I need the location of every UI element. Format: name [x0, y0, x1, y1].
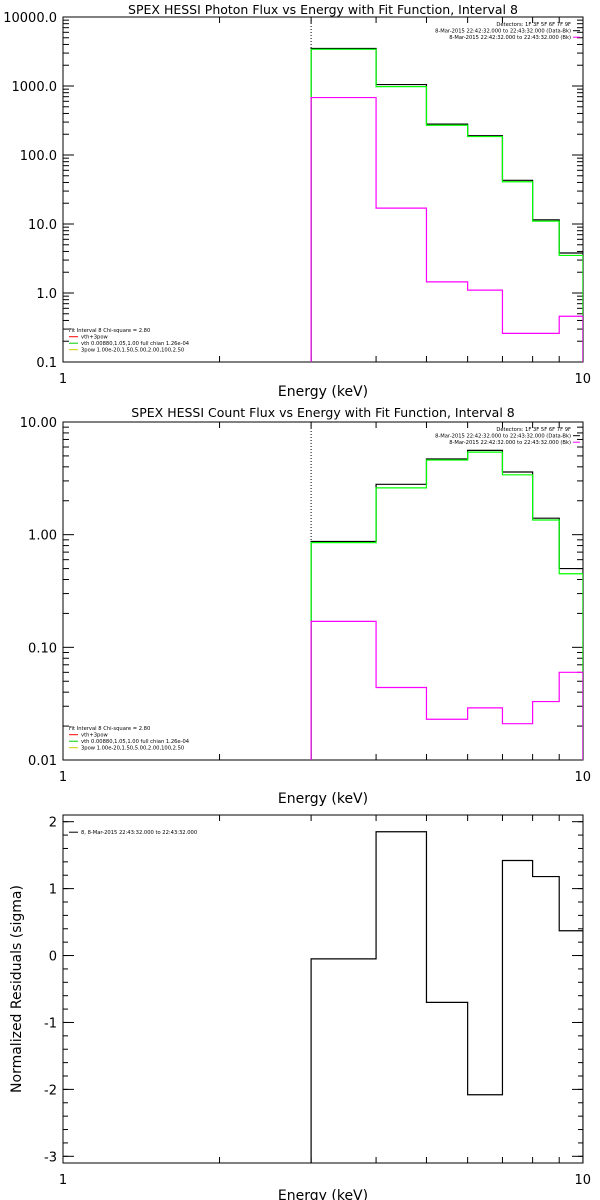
- y-tick-label: 10.0: [28, 218, 57, 233]
- plot-frame: [62, 16, 584, 363]
- panel-2: SPEX HESSI Count Flux vs Energy with Fit…: [20, 405, 591, 807]
- y-tick-label: 1.00: [28, 529, 57, 544]
- x-tick-label: 10: [574, 770, 591, 785]
- series-1-line: [310, 449, 583, 760]
- legend-left-text: Fit Interval 8 Chi-square = 2.80: [69, 726, 150, 732]
- x-tick-label: 1: [59, 1173, 67, 1188]
- legend-right-text: 8-Mar-2015 22:42:32.000 to 22:43:32.000 …: [435, 434, 571, 440]
- legend-left-text: Fit Interval 8 Chi-square = 2.80: [69, 328, 150, 334]
- y-tick-label: 0.10: [28, 641, 57, 656]
- x-axis-label: Energy (keV): [278, 791, 368, 807]
- legend-right-text: Detectors: 1F 3F 5F 6F 7F 9F: [496, 427, 571, 433]
- data-layer: [310, 831, 583, 1163]
- legend-left-text: vth 0.00880,1.05,1.00 full chian 1.26e-0…: [81, 341, 190, 347]
- x-tick-label: 10: [574, 372, 591, 387]
- series-3-line: [310, 620, 583, 760]
- chart-title: SPEX HESSI Photon Flux vs Energy with Fi…: [128, 2, 518, 17]
- panel-3: Energy (keV) Normalized Residuals (sigma)…: [9, 814, 591, 1200]
- y-tick-label: 1.0: [36, 287, 57, 302]
- legend-right-text: 8-Mar-2015 22:42:32.000 to 22:43:32.000 …: [449, 35, 571, 41]
- y-tick-label: 100.0: [20, 149, 57, 164]
- legend-left-text: vth+3pow: [81, 733, 109, 739]
- legend-left-text: vth 0.00880,1.05,1.00 full chian 1.26e-0…: [81, 739, 190, 745]
- legend-right-text: 8-Mar-2015 22:42:32.000 to 22:43:32.000 …: [449, 440, 571, 446]
- legend-left-text: vth+3pow: [81, 335, 109, 341]
- y-tick-label: 10.00: [20, 416, 57, 431]
- series-2-line: [310, 451, 583, 760]
- y-tick-label: 0: [49, 950, 57, 965]
- legend-left-text: 3pow 1.00e-20,1.50,5.00,2.00,100,2.50: [81, 348, 184, 354]
- legend-right-text: Detectors: 1F 3F 5F 6F 7F 9F: [496, 22, 571, 28]
- legend-right-text: 8-Mar-2015 22:42:32.000 to 22:43:32.000 …: [435, 29, 571, 35]
- legend-left-text: 3pow 1.00e-20,1.50,5.00,2.00,100,2.50: [81, 746, 184, 752]
- panel-1: SPEX HESSI Photon Flux vs Energy with Fi…: [3, 2, 591, 400]
- y-tick-label: -1: [44, 1016, 57, 1031]
- x-tick-label: 1: [59, 770, 67, 785]
- series-2-line: [310, 48, 583, 362]
- y-tick-label: 10000.0: [3, 11, 57, 26]
- series-3-line: [310, 96, 583, 362]
- chart-title: SPEX HESSI Count Flux vs Energy with Fit…: [131, 405, 514, 420]
- series-1-line: [310, 831, 583, 1163]
- x-axis-label: Energy (keV): [278, 384, 368, 400]
- y-tick-label: 2: [49, 816, 57, 831]
- x-axis-label: Energy (keV): [278, 1188, 368, 1200]
- y-tick-label: 1000.0: [12, 80, 58, 95]
- plot-frame: [62, 814, 584, 1164]
- x-tick-label: 1: [59, 372, 67, 387]
- data-layer: [310, 422, 583, 760]
- data-layer: [310, 17, 583, 362]
- y-tick-label: 0.01: [28, 754, 57, 769]
- y-axis-label: Normalized Residuals (sigma): [9, 885, 25, 1093]
- y-tick-label: -2: [44, 1083, 57, 1098]
- y-tick-label: 0.1: [36, 356, 57, 371]
- plot-frame: [62, 421, 584, 761]
- y-tick-label: -3: [44, 1150, 57, 1165]
- x-tick-label: 10: [574, 1173, 591, 1188]
- legend-left-text: 8, 8-Mar-2015 22:43:32.000 to 22:43:32.0…: [81, 830, 197, 836]
- y-tick-label: 1: [49, 883, 57, 898]
- series-1-line: [310, 47, 583, 362]
